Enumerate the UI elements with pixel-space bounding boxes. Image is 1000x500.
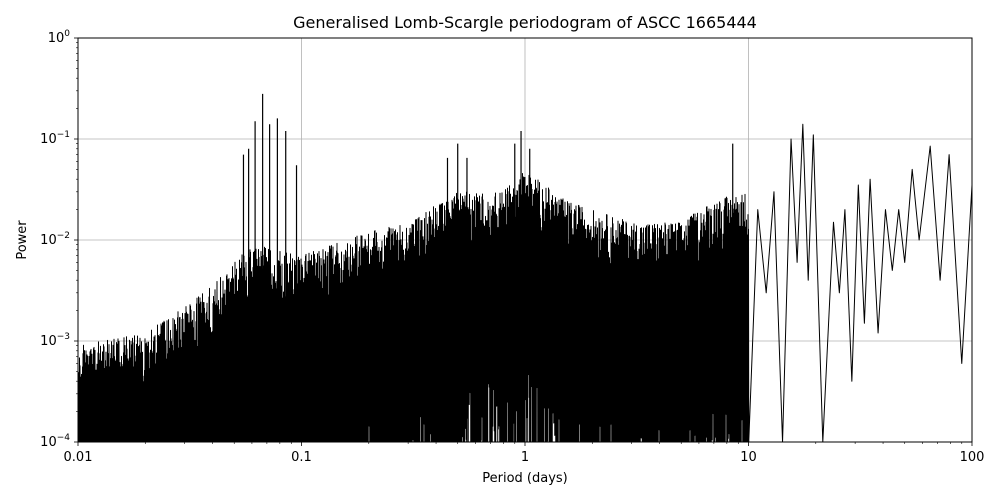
x-tick-label: 10 [740,450,757,465]
y-axis-ticks: 10−4 10−3 10−2 10−1 100 [40,29,78,450]
x-tick-label: 1 [521,450,529,465]
x-tick-label: 0.01 [64,450,93,465]
y-tick-label: 100 [48,29,71,46]
periodogram-line [78,93,972,442]
y-tick-label: 10−2 [40,231,70,248]
x-tick-label: 0.1 [291,450,312,465]
x-axis-title: Period (days) [482,471,568,486]
y-axis-title: Power [15,220,30,260]
power-series-line [78,123,972,442]
y-tick-label: 10−3 [40,332,70,349]
x-tick-label: 100 [960,450,985,465]
y-tick-label: 10−1 [40,130,70,147]
x-axis-ticks: 0.01 0.1 1 10 100 [64,442,985,465]
chart-title: Generalised Lomb-Scargle periodogram of … [293,13,757,32]
y-tick-label: 10−4 [40,433,70,450]
